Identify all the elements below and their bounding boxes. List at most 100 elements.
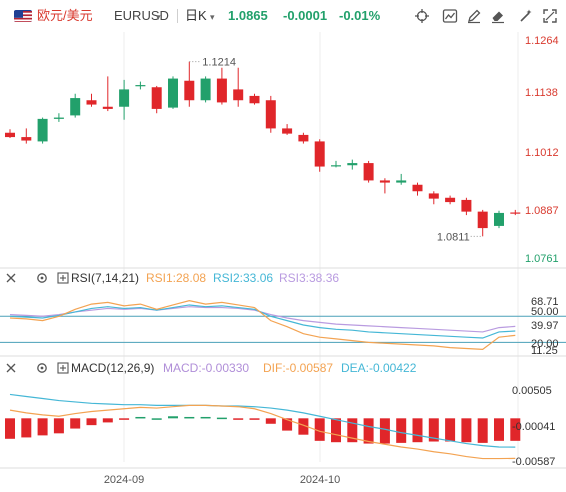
macd-panel: MACD(12,26,9) MACD:-0.00330 DIF:-0.00587…	[5, 361, 555, 468]
candle-body-2	[37, 118, 48, 142]
macd-add-icon[interactable]	[57, 362, 69, 374]
macd-bar-30	[494, 418, 504, 441]
candle-body-9	[151, 87, 162, 109]
macd-bar-9	[151, 418, 162, 420]
period-selector[interactable]: 日K	[185, 8, 207, 23]
macd-close-icon[interactable]	[6, 363, 16, 373]
rsi-tick-2: 50.00	[531, 306, 559, 318]
candle-body-23	[379, 180, 390, 183]
rsi-settings-icon[interactable]	[37, 273, 47, 283]
dif-legend: DIF:-0.00587	[263, 361, 333, 375]
candle-body-29	[477, 211, 488, 229]
macd-settings-icon[interactable]	[37, 363, 47, 373]
macd-tick-2: -0.00041	[512, 421, 555, 433]
rsi-add-icon[interactable]	[57, 272, 69, 284]
pair-dropdown-icon[interactable]: ▾	[156, 12, 161, 22]
candle-body-6	[102, 106, 113, 109]
rsi-close-icon[interactable]	[6, 273, 16, 283]
candle-body-1	[21, 137, 32, 141]
macd-bar-4	[70, 418, 81, 429]
price-tick-5: 1.0761	[525, 253, 559, 265]
candle-body-11	[184, 80, 195, 101]
rsi3-legend: RSI3:38.36	[279, 271, 339, 285]
max-annotation-label: 1.1214	[202, 57, 236, 69]
macd-bar-13	[216, 417, 227, 420]
macd-bar-15	[249, 418, 260, 420]
crosshair-icon[interactable]	[412, 7, 432, 25]
candle-body-18	[298, 134, 309, 142]
macd-bar-19	[314, 418, 325, 441]
macd-lines	[9, 393, 516, 460]
macd-bar-5	[86, 418, 97, 426]
time-axis: 2024-09 2024-10	[104, 474, 340, 486]
candle-body-12	[200, 78, 211, 101]
macd-bar-28	[461, 418, 472, 443]
macd-bar-27	[445, 418, 456, 442]
rsi2-legend: RSI2:33.06	[213, 271, 273, 285]
dea-line	[9, 393, 516, 448]
macd-bar-2	[37, 418, 48, 436]
candle-body-3	[53, 117, 64, 119]
candle-body-10	[168, 78, 178, 108]
price-tick-2: 1.1138	[525, 87, 558, 99]
chart-area: 1.1214 1.0811 1.1264 1.1138 1.1012 1.088…	[0, 32, 566, 486]
macd-bar-25	[412, 418, 423, 443]
candle-body-7	[119, 89, 130, 107]
rsi-tick-4: 20.00	[531, 338, 559, 350]
candle-body-20	[331, 165, 341, 167]
macd-header: MACD(12,26,9) MACD:-0.00330 DIF:-0.00587…	[6, 361, 417, 375]
candle-body-5	[86, 100, 97, 105]
macd-bar-31	[510, 418, 521, 441]
price-tick-1: 1.1264	[525, 35, 559, 47]
macd-tick-1: 0.00505	[512, 385, 552, 397]
macd-tick-3: -0.00587	[512, 456, 555, 468]
macd-bar-3	[53, 418, 64, 434]
macd-bar-22	[363, 418, 374, 444]
rsi-tick-5: 11.25	[531, 345, 558, 357]
macd-bar-18	[298, 418, 309, 435]
candle-body-13	[216, 78, 227, 103]
flag-icon	[14, 10, 32, 22]
rsi-axis: 68.71 50.00 39.97 20.00 11.25	[531, 296, 559, 357]
candle-body-0	[5, 132, 15, 138]
pair-code[interactable]: EURUSD	[114, 8, 169, 23]
candle-body-27	[445, 197, 456, 203]
period-dropdown-icon[interactable]: ▾	[210, 12, 215, 22]
macd-bar-21	[347, 418, 358, 443]
pair-name[interactable]: 欧元/美元	[37, 8, 93, 23]
indicator-icon[interactable]	[440, 7, 460, 25]
candle-body-30	[494, 212, 504, 226]
eraser-icon[interactable]	[488, 7, 508, 25]
macd-bar-29	[477, 418, 488, 443]
macd-bar-16	[265, 418, 276, 424]
candle-body-21	[347, 163, 358, 166]
max-annotation: 1.1214	[189, 57, 236, 69]
macd-axis: 0.00505 -0.00041 -0.00587	[512, 385, 555, 468]
rsi-lines	[9, 300, 516, 350]
price-change: -0.0001	[283, 8, 328, 23]
macd-bar-20	[331, 418, 341, 443]
price-tick-4: 1.0887	[525, 205, 559, 217]
macd-bar-11	[184, 416, 195, 419]
min-annotation: 1.0811	[437, 231, 483, 243]
macd-title: MACD(12,26,9)	[71, 361, 154, 375]
macd-bar-24	[396, 418, 407, 443]
draw-pen-icon[interactable]	[464, 7, 484, 25]
rsi-line-1	[9, 300, 516, 350]
time-tick-1: 2024-09	[104, 474, 144, 486]
candle-body-8	[135, 85, 146, 87]
candle-body-31	[510, 212, 521, 214]
macd-histogram	[5, 416, 521, 444]
macd-bar-6	[102, 418, 113, 423]
macd-bar-12	[200, 416, 211, 419]
candle-body-19	[314, 141, 325, 167]
macd-bar-23	[379, 418, 390, 444]
magic-icon[interactable]	[516, 7, 536, 25]
dea-legend: DEA:-0.00422	[341, 361, 417, 375]
candle-body-26	[428, 193, 439, 199]
macd-bar-14	[233, 418, 244, 420]
rsi-header: RSI(7,14,21) RSI1:28.08 RSI2:33.06 RSI3:…	[6, 271, 339, 285]
rsi-line-3	[9, 306, 516, 333]
candle-body-25	[412, 184, 423, 192]
fullscreen-icon[interactable]	[540, 7, 560, 25]
